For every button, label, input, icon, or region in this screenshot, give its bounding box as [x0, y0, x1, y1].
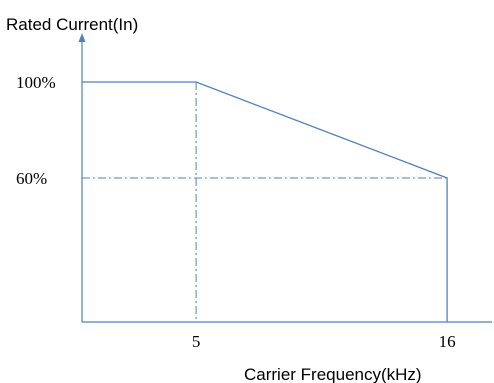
series-line	[82, 81, 448, 322]
x-tick-label: 5	[192, 332, 201, 351]
y-tick-label: 100%	[16, 73, 56, 92]
reference-lines	[82, 82, 448, 322]
y-axis-arrow-icon	[78, 33, 86, 42]
y-tick-label: 60%	[16, 169, 47, 188]
series-group	[82, 81, 448, 322]
axes	[78, 33, 492, 323]
x-tick-label: 16	[439, 332, 456, 351]
x-axis-title: Carrier Frequency(kHz)	[244, 365, 422, 383]
y-axis-title: Rated Current(In)	[6, 15, 138, 34]
tick-labels: 5 16 100% 60%	[16, 73, 456, 351]
